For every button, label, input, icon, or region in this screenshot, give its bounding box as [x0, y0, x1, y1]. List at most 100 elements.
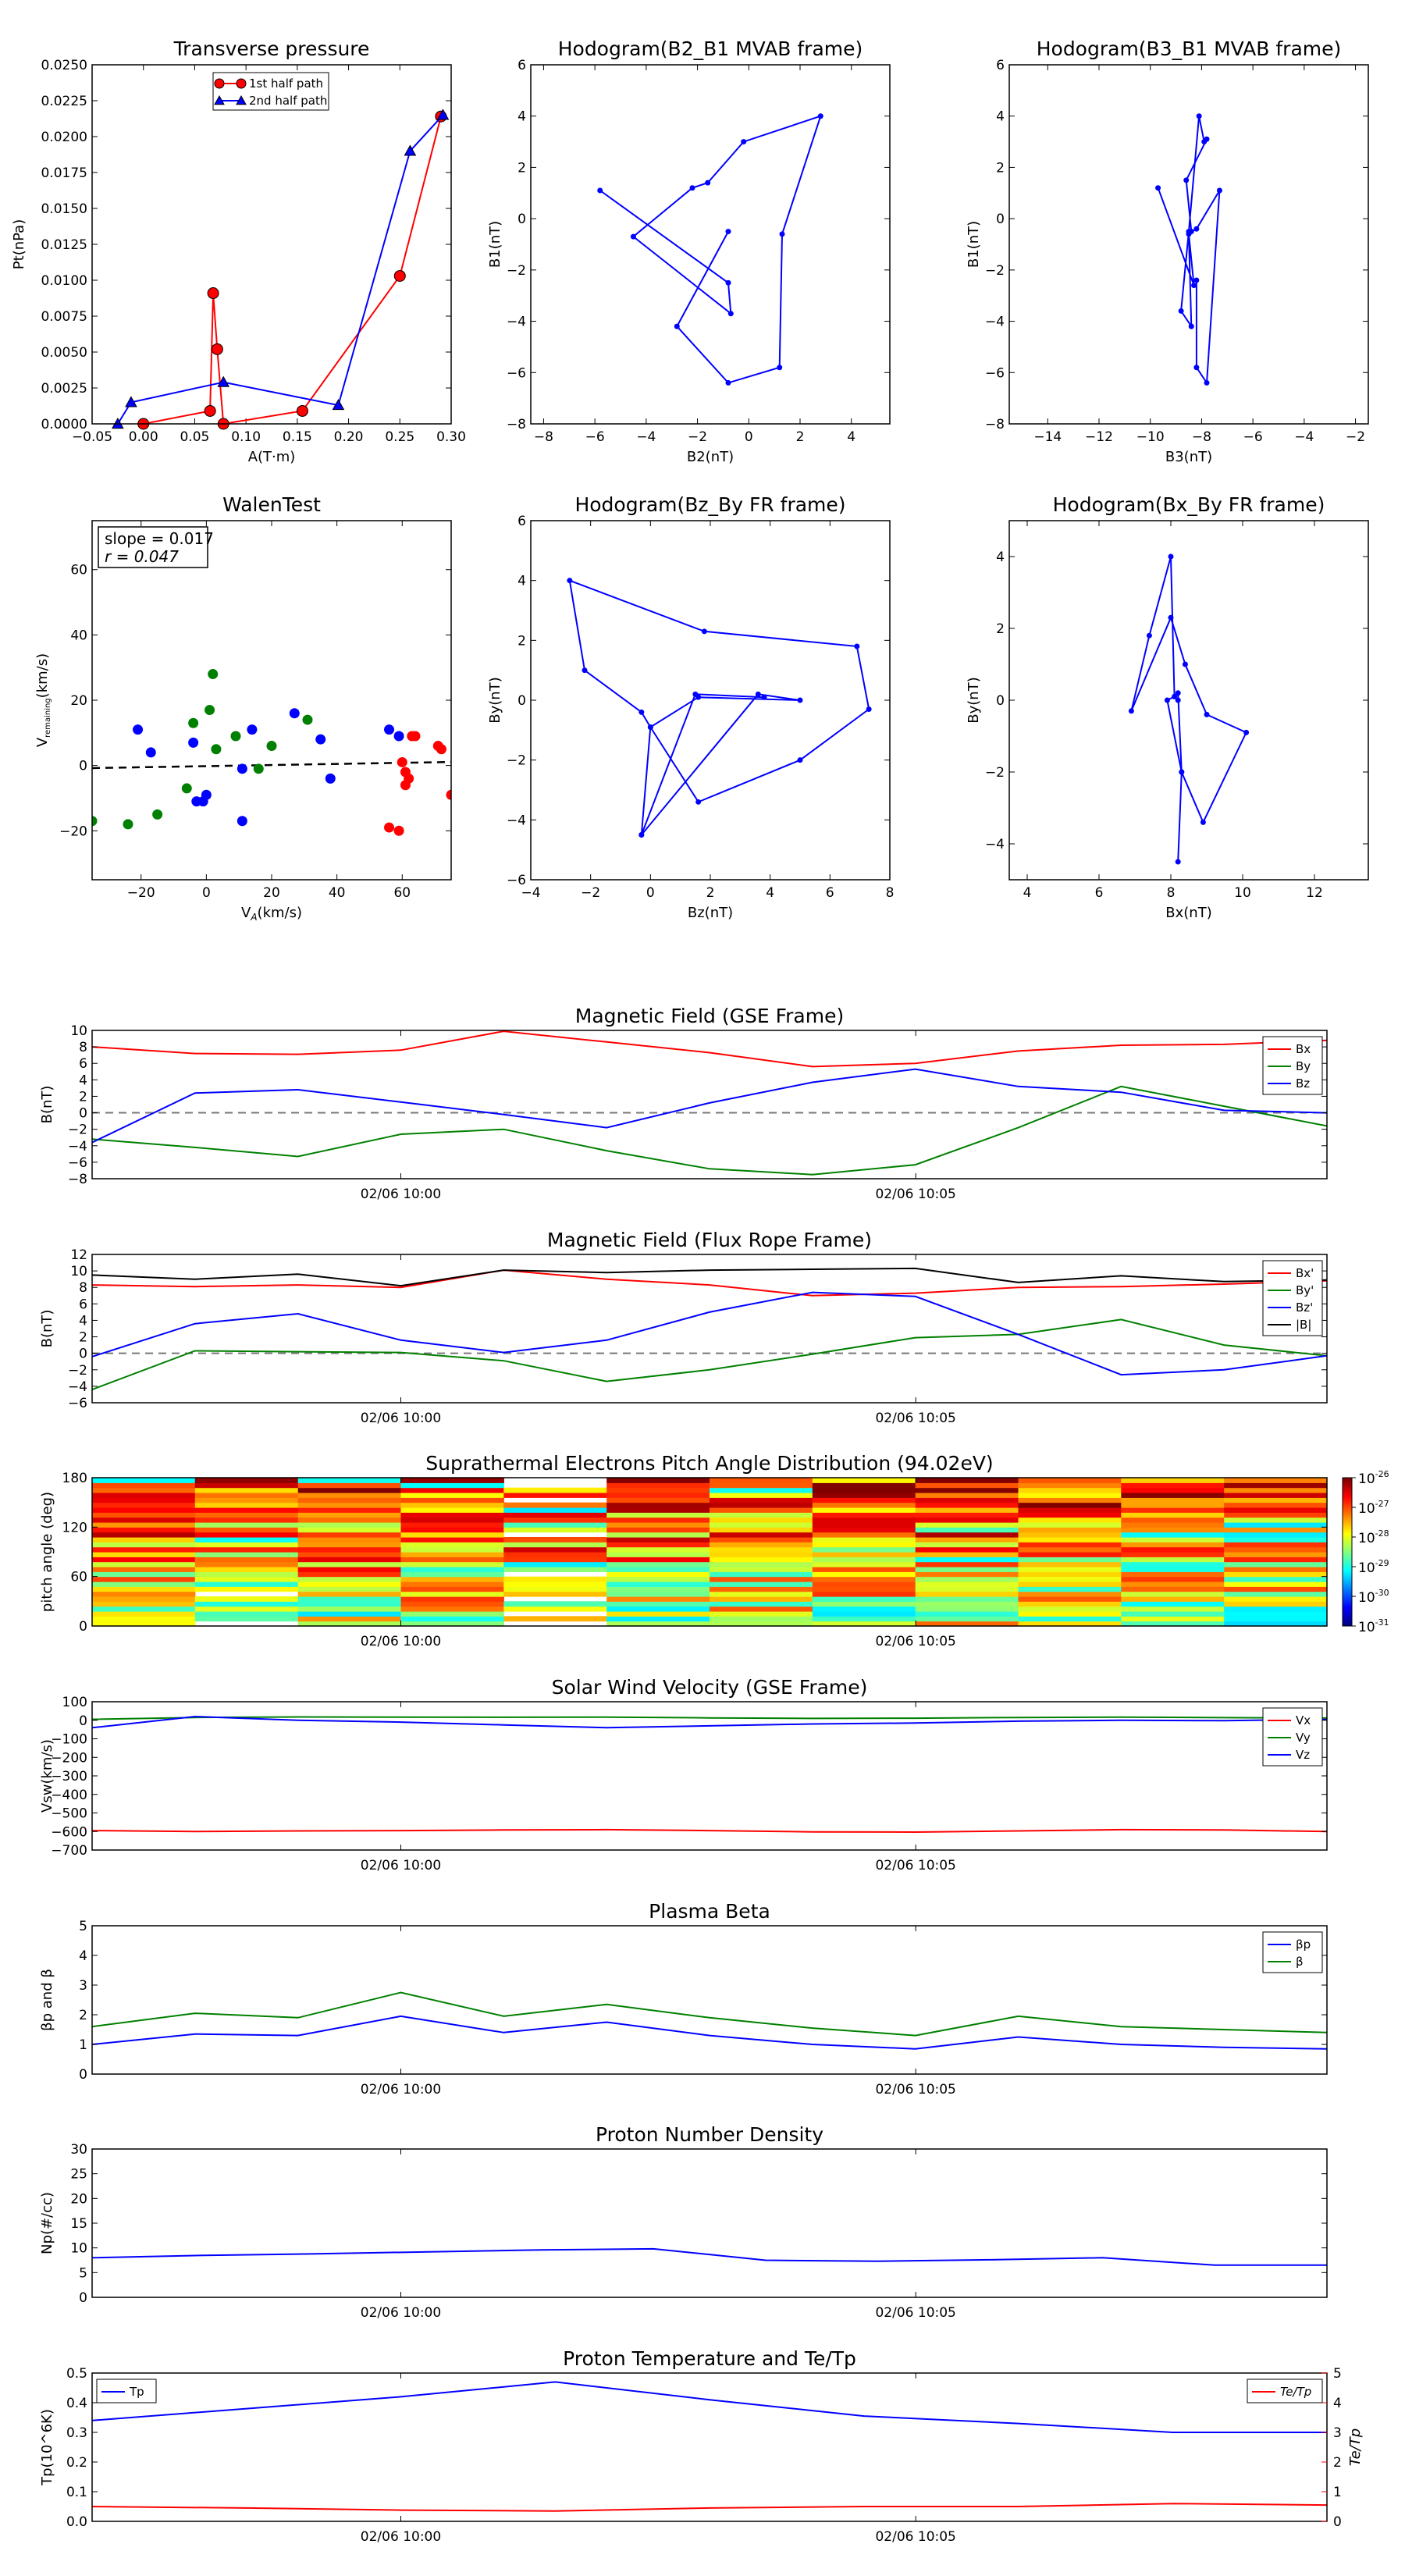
data-point [854, 643, 860, 649]
data-point [1193, 365, 1200, 371]
heatmap-cell [710, 1542, 813, 1548]
legend-box [1262, 1931, 1323, 1973]
heatmap-cell [297, 1616, 402, 1622]
y-tick-label: 4 [79, 1313, 87, 1329]
y-tick-label: 2 [518, 633, 526, 649]
x-tick-label: 02/06 10:05 [875, 1187, 955, 1202]
axes-frame [1008, 64, 1369, 425]
y-tick-label: −4 [985, 315, 1005, 330]
y-tick-label: 0.0125 [41, 237, 87, 253]
y-tick-label: 0 [79, 2067, 87, 2083]
series-line [568, 579, 870, 836]
data-point [1193, 226, 1200, 232]
heatmap-cell [1121, 1552, 1225, 1557]
heatmap-cell [606, 1616, 710, 1622]
colorbar-label: 10-27 [1358, 1499, 1389, 1517]
colorbar-segment [1343, 1559, 1352, 1561]
heatmap-cell [194, 1527, 299, 1533]
data-point [436, 109, 450, 120]
colorbar-segment [1343, 1615, 1352, 1618]
legend-label: By [1296, 1059, 1311, 1073]
heatmap-cell [710, 1571, 813, 1578]
heatmap-cell [297, 1507, 402, 1513]
scatter-point-blue [188, 737, 199, 748]
colorbar-segment [1343, 1488, 1352, 1490]
heatmap-cell [1224, 1591, 1328, 1597]
scatter-point-blue [145, 747, 156, 758]
data-point [1146, 632, 1152, 639]
heatmap-cell [915, 1493, 1019, 1498]
y-tick-label: 0.0 [66, 2514, 87, 2530]
data-point [207, 287, 219, 300]
y-tick-label: −300 [51, 1769, 87, 1784]
x-tick-label: −4 [1294, 429, 1314, 445]
x-tick-label: 8 [1167, 885, 1176, 901]
y-tick-label: 0.0250 [41, 58, 87, 73]
y2-tick-label: 4 [1333, 2396, 1342, 2411]
heatmap-cell [1018, 1552, 1122, 1557]
heatmap-cell [400, 1557, 504, 1563]
y-tick-label: 0.0225 [41, 94, 87, 109]
y-tick-label: 6 [79, 1297, 87, 1312]
x-tick-label: −12 [1085, 429, 1113, 445]
scatter-point-blue [289, 708, 300, 719]
heatmap-cell [297, 1482, 402, 1489]
heatmap-cell [503, 1576, 607, 1582]
heatmap-cell [503, 1527, 607, 1533]
heatmap-cell [297, 1561, 402, 1567]
x-axis-label: B2(nT) [687, 449, 734, 465]
scatter-point-blue [237, 816, 247, 827]
x-tick-label: −2 [688, 429, 707, 445]
x-tick-label: 0 [646, 885, 655, 901]
heatmap-cell [400, 1507, 504, 1513]
data-point [741, 139, 747, 145]
heatmap-cell [606, 1586, 710, 1592]
heatmap-cell [194, 1611, 299, 1617]
axes-frame [91, 1254, 1328, 1404]
series-line [1130, 556, 1247, 863]
heatmap-cell [1224, 1561, 1328, 1567]
y-tick-label: −8 [985, 417, 1005, 432]
heatmap-cell [710, 1557, 813, 1563]
axes-frame [91, 1477, 1328, 1627]
x-axis-label: A(T·m) [248, 449, 296, 465]
colorbar-segment [1343, 1593, 1352, 1596]
heatmap-cell [92, 1546, 196, 1553]
data-point [1155, 185, 1161, 191]
y-tick-label: 8 [79, 1280, 87, 1296]
scatter-point-green [152, 809, 163, 820]
colorbar-segment [1343, 1614, 1352, 1617]
heatmap-cell [710, 1537, 813, 1542]
y-tick-label: 120 [62, 1520, 87, 1535]
heatmap-cell [1121, 1507, 1225, 1513]
data-point [1168, 553, 1174, 560]
scatter-point-blue [393, 731, 404, 742]
y-axis-label: βp and β [39, 1969, 55, 2031]
heatmap-cell [915, 1542, 1019, 1548]
data-point [705, 180, 711, 186]
heatmap-cell [710, 1621, 813, 1627]
panel-title: Proton Temperature and Te/Tp [563, 2347, 856, 2370]
colorbar-segment [1343, 1567, 1352, 1569]
heatmap-cell [1121, 1482, 1225, 1489]
colorbar-segment [1343, 1567, 1352, 1571]
heatmap-cell [297, 1601, 402, 1607]
fit-line [92, 760, 451, 770]
colorbar-segment [1343, 1565, 1352, 1567]
heatmap-cell [915, 1532, 1019, 1538]
colorbar-segment [1343, 1549, 1352, 1551]
axes-frame [91, 1925, 1328, 2075]
heatmap-cell [1018, 1582, 1122, 1587]
series-line-Vz [92, 1715, 1327, 1729]
colorbar-segment [1343, 1623, 1352, 1625]
panel-title: Magnetic Field (GSE Frame) [575, 1005, 844, 1027]
heatmap-cell [1121, 1487, 1225, 1493]
heatmap-cell [915, 1616, 1019, 1622]
heatmap-cell [194, 1606, 299, 1612]
data-point [1164, 697, 1170, 703]
colorbar-segment [1343, 1578, 1352, 1581]
heatmap-cell [812, 1576, 916, 1582]
heatmap-cell [194, 1561, 299, 1567]
colorbar-segment [1343, 1590, 1352, 1592]
panel-title: Hodogram(B3_B1 MVAB frame) [1037, 37, 1342, 60]
